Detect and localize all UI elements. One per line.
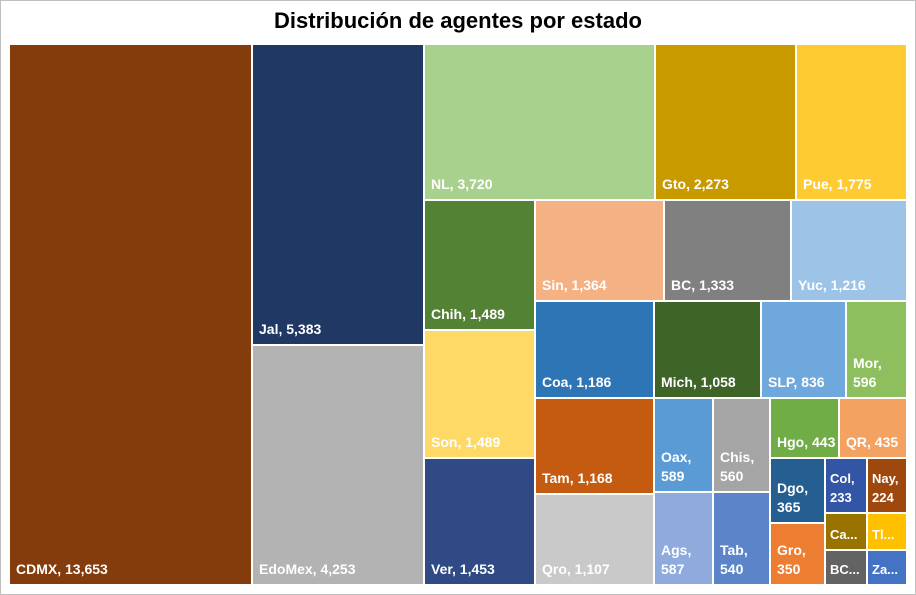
treemap-tile-ca: Ca... xyxy=(825,513,867,550)
treemap-label-chih: Chih, 1,489 xyxy=(431,306,505,322)
treemap-label-ver: Ver, 1,453 xyxy=(431,561,495,577)
treemap-tile-tl: Tl... xyxy=(867,513,907,550)
treemap-tile-za: Za... xyxy=(867,550,907,585)
treemap-tile-chih: Chih, 1,489 xyxy=(424,200,535,330)
treemap-label-tab: Tab, 540 xyxy=(720,542,748,577)
treemap-label-ca: Ca... xyxy=(830,527,858,542)
treemap-tile-ags: Ags, 587 xyxy=(654,492,713,585)
treemap-tile-nl: NL, 3,720 xyxy=(424,44,655,200)
treemap-label-mich: Mich, 1,058 xyxy=(661,374,736,390)
treemap-tile-gro: Gro, 350 xyxy=(770,523,825,585)
treemap-tile-mor: Mor, 596 xyxy=(846,301,907,398)
treemap-tile-pue: Pue, 1,775 xyxy=(796,44,907,200)
treemap-label-jal: Jal, 5,383 xyxy=(259,321,322,337)
treemap-tile-tab: Tab, 540 xyxy=(713,492,770,585)
chart-title: Distribución de agentes por estado xyxy=(274,8,642,33)
treemap-tile-gto: Gto, 2,273 xyxy=(655,44,796,200)
treemap-tile-dgo: Dgo, 365 xyxy=(770,458,825,523)
treemap-tile-jal: Jal, 5,383 xyxy=(252,44,424,345)
treemap-tile-tam: Tam, 1,168 xyxy=(535,398,654,494)
treemap-tile-slp: SLP, 836 xyxy=(761,301,846,398)
treemap-tile-nay: Nay, 224 xyxy=(867,458,907,513)
treemap-tile-oax: Oax, 589 xyxy=(654,398,713,492)
treemap-label-bc: BC, 1,333 xyxy=(671,277,735,293)
treemap-label-chis: Chis, 560 xyxy=(720,449,755,484)
treemap-label-yuc: Yuc, 1,216 xyxy=(798,277,866,293)
treemap-label-hgo: Hgo, 443 xyxy=(777,434,836,450)
treemap-tile-ver: Ver, 1,453 xyxy=(424,458,535,585)
treemap-label-mor: Mor, 596 xyxy=(853,355,882,390)
treemap-tile-edomex: EdoMex, 4,253 xyxy=(252,345,424,585)
treemap-label-dgo: Dgo, 365 xyxy=(777,480,809,515)
treemap-label-nay: Nay, 224 xyxy=(872,471,899,505)
treemap-label-gto: Gto, 2,273 xyxy=(662,176,729,192)
treemap-tile-qr: QR, 435 xyxy=(839,398,907,458)
treemap-label-qro: Qro, 1,107 xyxy=(542,561,610,577)
treemap-tile-qro: Qro, 1,107 xyxy=(535,494,654,585)
treemap-label-cdmx: CDMX, 13,653 xyxy=(16,561,108,577)
treemap-label-bc: BC... xyxy=(830,562,860,577)
treemap-tile-bc: BC... xyxy=(825,550,867,585)
treemap-tile-coa: Coa, 1,186 xyxy=(535,301,654,398)
treemap-tile-chis: Chis, 560 xyxy=(713,398,770,492)
treemap-label-qr: QR, 435 xyxy=(846,434,899,450)
treemap-label-oax: Oax, 589 xyxy=(661,449,692,484)
treemap-label-nl: NL, 3,720 xyxy=(431,176,493,192)
treemap-tile-mich: Mich, 1,058 xyxy=(654,301,761,398)
treemap-tile-hgo: Hgo, 443 xyxy=(770,398,839,458)
treemap-tile-bc: BC, 1,333 xyxy=(664,200,791,301)
treemap-label-edomex: EdoMex, 4,253 xyxy=(259,561,356,577)
treemap-label-tl: Tl... xyxy=(872,527,895,542)
treemap-tile-cdmx: CDMX, 13,653 xyxy=(9,44,252,585)
treemap-label-ags: Ags, 587 xyxy=(661,542,692,577)
treemap-tile-yuc: Yuc, 1,216 xyxy=(791,200,907,301)
treemap-tile-col: Col, 233 xyxy=(825,458,867,513)
treemap-label-sin: Sin, 1,364 xyxy=(542,277,607,293)
treemap-label-slp: SLP, 836 xyxy=(768,374,825,390)
treemap-label-pue: Pue, 1,775 xyxy=(803,176,872,192)
treemap-label-col: Col, 233 xyxy=(830,471,855,505)
treemap-label-son: Son, 1,489 xyxy=(431,434,501,450)
treemap-label-coa: Coa, 1,186 xyxy=(542,374,612,390)
treemap-label-gro: Gro, 350 xyxy=(777,542,806,577)
treemap-tile-son: Son, 1,489 xyxy=(424,330,535,458)
treemap-label-za: Za... xyxy=(872,562,899,577)
treemap-tile-sin: Sin, 1,364 xyxy=(535,200,664,301)
treemap-label-tam: Tam, 1,168 xyxy=(542,470,613,486)
